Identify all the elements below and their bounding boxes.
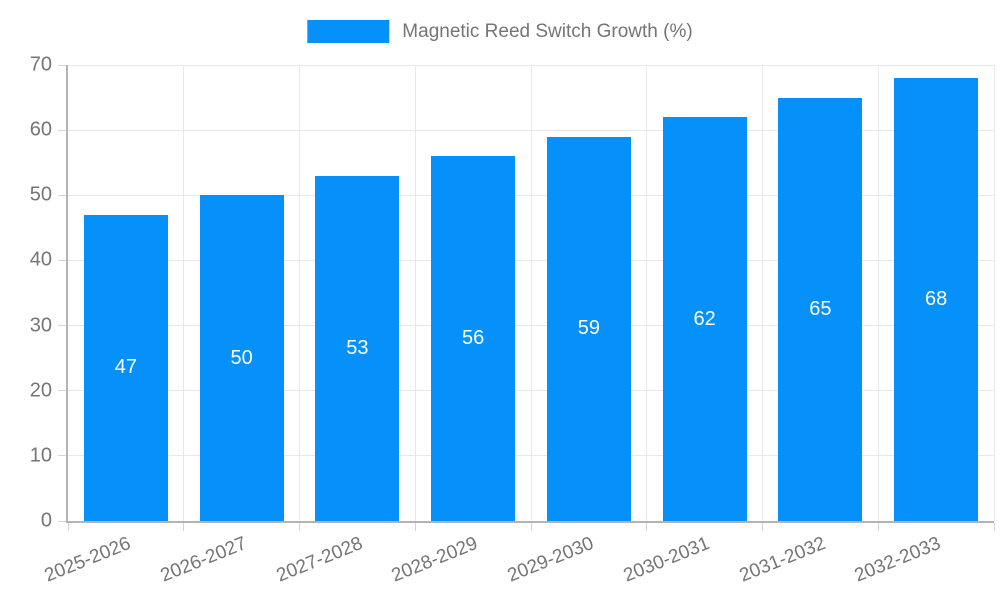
y-axis-tick	[58, 64, 66, 66]
x-axis-tick	[762, 523, 763, 531]
x-axis-tick	[993, 523, 995, 531]
y-tick-label: 30	[29, 314, 52, 337]
x-tick-label: 2027-2028	[273, 533, 366, 587]
x-tick-label: 2031-2032	[736, 533, 829, 587]
y-axis-tick	[58, 455, 66, 457]
y-tick-label: 20	[29, 379, 52, 402]
x-axis-tick	[646, 523, 648, 531]
y-tick-label: 60	[29, 118, 52, 141]
x-tick-label: 2025-2026	[41, 533, 134, 587]
bar-value-label: 47	[114, 356, 137, 379]
x-axis-tick	[877, 523, 879, 531]
y-tick-label: 0	[40, 509, 52, 532]
bar: 50	[199, 195, 284, 521]
grid-line-v	[299, 65, 300, 521]
x-axis-tick	[183, 523, 185, 531]
bar-value-label: 50	[230, 346, 253, 369]
x-tick-label: 2030-2031	[620, 533, 713, 587]
x-tick-label: 2029-2030	[504, 533, 597, 587]
y-axis-tick	[58, 325, 66, 327]
x-tick-label: 2026-2027	[157, 533, 250, 587]
bar-value-label: 65	[809, 297, 832, 320]
y-tick-label: 50	[29, 183, 52, 206]
bar-value-label: 68	[925, 288, 948, 311]
y-tick-label: 40	[29, 248, 52, 271]
bar: 47	[83, 214, 168, 521]
bar: 68	[894, 78, 979, 521]
legend[interactable]: Magnetic Reed Switch Growth (%)	[307, 20, 693, 43]
grid-line-v	[530, 65, 532, 521]
y-axis-tick	[58, 390, 66, 392]
x-axis-tick	[414, 523, 416, 531]
y-tick-label: 70	[29, 53, 52, 76]
bar-value-label: 53	[346, 336, 369, 359]
x-axis-line	[66, 521, 994, 523]
grid-line-v	[762, 65, 763, 521]
grid-line-v	[646, 65, 648, 521]
y-axis-tick	[58, 194, 66, 196]
bar: 53	[315, 175, 400, 521]
bar: 62	[662, 117, 747, 521]
x-axis-tick	[299, 523, 300, 531]
y-axis-line	[66, 65, 68, 523]
y-axis-tick	[58, 259, 66, 261]
x-tick-label: 2028-2029	[388, 533, 481, 587]
plot-area: 0 10 20 30 40 50 60 70 47 50 53 56 59 62 65 68 2025-2026…	[30, 54, 995, 587]
grid-line-v	[183, 65, 185, 521]
bar-value-label: 56	[462, 327, 485, 350]
y-axis-tick	[58, 129, 66, 131]
legend-swatch	[307, 20, 390, 43]
y-axis-tick	[58, 520, 66, 522]
bar-value-label: 59	[577, 317, 600, 340]
x-axis-tick	[67, 523, 69, 531]
x-tick-label: 2032-2033	[851, 533, 944, 587]
bar-value-label: 62	[693, 307, 716, 330]
grid-line-v	[414, 65, 416, 521]
legend-label: Magnetic Reed Switch Growth (%)	[402, 20, 693, 42]
y-tick-label: 10	[29, 444, 52, 467]
grid-line-v	[877, 65, 879, 521]
grid-line-v	[993, 65, 995, 521]
bar: 59	[546, 136, 631, 521]
x-axis-tick	[530, 523, 532, 531]
bar: 56	[431, 156, 516, 521]
bar: 65	[778, 97, 863, 521]
